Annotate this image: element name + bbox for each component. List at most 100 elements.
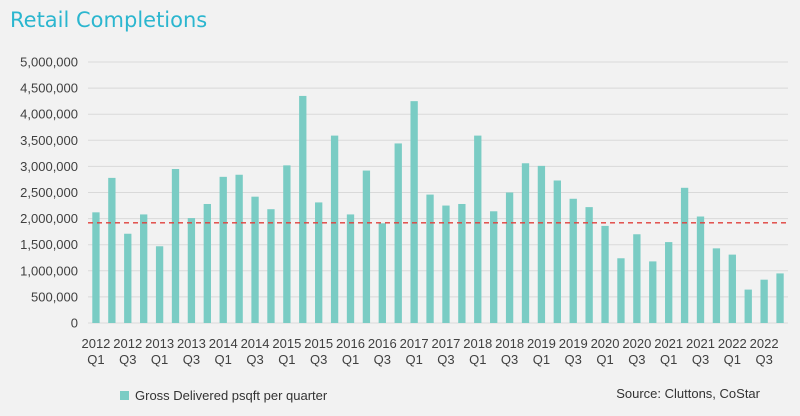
bar — [346, 214, 355, 323]
x-tick-year: 2021 — [654, 336, 683, 351]
bar — [299, 95, 307, 324]
x-tick-year: 2014 — [209, 336, 238, 351]
x-tick-year: 2014 — [241, 336, 270, 351]
x-tick-year: 2016 — [368, 336, 397, 351]
bar — [267, 209, 275, 323]
x-tick-year: 2015 — [272, 336, 301, 351]
y-axis-ticks: 0 500,000 1,000,000 1,500,000 2,000,000 2,500… — [20, 55, 78, 331]
bar — [155, 246, 164, 323]
legend-swatch — [120, 391, 129, 400]
bar — [776, 273, 784, 323]
bar — [553, 180, 561, 323]
x-tick-quarter: Q3 — [437, 352, 454, 367]
bar — [283, 165, 291, 323]
x-tick-year: 2018 — [463, 336, 492, 351]
y-tick-label: 500,000 — [31, 289, 78, 304]
bar — [585, 207, 593, 323]
bar — [537, 165, 546, 323]
bar — [569, 198, 577, 323]
bar — [696, 216, 705, 323]
bars — [92, 95, 784, 324]
x-tick-quarter: Q3 — [501, 352, 518, 367]
x-tick-year: 2015 — [304, 336, 333, 351]
x-tick-year: 2018 — [495, 336, 524, 351]
bar — [394, 143, 402, 323]
bar — [187, 218, 196, 323]
x-tick-quarter: Q1 — [596, 352, 613, 367]
source-note: Source: Cluttons, CoStar — [616, 386, 760, 401]
x-tick-quarter: Q3 — [628, 352, 645, 367]
bar — [362, 170, 371, 323]
bar — [251, 196, 259, 323]
x-tick-quarter: Q1 — [215, 352, 232, 367]
x-tick-quarter: Q1 — [660, 352, 677, 367]
y-tick-label: 3,500,000 — [20, 133, 78, 148]
bar — [505, 192, 514, 323]
x-tick-year: 2012 — [113, 336, 142, 351]
bar — [410, 101, 418, 324]
x-tick-quarter: Q1 — [278, 352, 295, 367]
bar — [521, 163, 530, 323]
x-tick-quarter: Q3 — [565, 352, 582, 367]
legend-label: Gross Delivered psqft per quarter — [135, 388, 328, 403]
bar — [665, 242, 673, 323]
x-tick-quarter: Q3 — [246, 352, 263, 367]
x-tick-quarter: Q1 — [533, 352, 550, 367]
x-tick-quarter: Q3 — [755, 352, 772, 367]
bar — [203, 203, 211, 323]
x-tick-year: 2013 — [145, 336, 174, 351]
y-tick-label: 1,000,000 — [20, 263, 78, 278]
y-tick-label: 4,000,000 — [20, 107, 78, 122]
bar — [140, 214, 148, 323]
x-tick-year: 2021 — [686, 336, 715, 351]
x-tick-quarter: Q1 — [405, 352, 422, 367]
x-tick-year: 2012 — [81, 336, 110, 351]
x-tick-year: 2022 — [718, 336, 747, 351]
y-tick-label: 4,500,000 — [20, 81, 78, 96]
bar — [124, 233, 132, 323]
x-tick-quarter: Q3 — [692, 352, 709, 367]
x-tick-year: 2016 — [336, 336, 365, 351]
x-tick-year: 2022 — [750, 336, 779, 351]
bar — [315, 202, 323, 323]
bar — [474, 135, 482, 323]
bar — [378, 223, 386, 323]
bar — [760, 279, 768, 323]
bar — [458, 203, 466, 323]
y-tick-label: 2,500,000 — [20, 185, 78, 200]
bar — [601, 225, 609, 323]
y-tick-label: 2,000,000 — [20, 211, 78, 226]
y-tick-label: 3,000,000 — [20, 159, 78, 174]
bar — [617, 258, 625, 323]
x-tick-year: 2017 — [400, 336, 429, 351]
bar — [490, 211, 498, 323]
bar — [108, 177, 116, 323]
y-tick-label: 5,000,000 — [20, 55, 78, 70]
x-tick-quarter: Q1 — [87, 352, 104, 367]
x-tick-quarter: Q1 — [724, 352, 741, 367]
bar — [680, 187, 689, 323]
bar — [442, 205, 450, 323]
x-tick-year: 2020 — [591, 336, 620, 351]
bar — [235, 174, 243, 323]
bar — [633, 234, 641, 323]
x-tick-quarter: Q1 — [469, 352, 486, 367]
x-tick-quarter: Q3 — [119, 352, 136, 367]
y-tick-label: 0 — [71, 316, 78, 331]
bar — [171, 169, 180, 323]
x-tick-quarter: Q1 — [151, 352, 168, 367]
bar — [744, 289, 752, 323]
x-tick-year: 2019 — [527, 336, 556, 351]
x-tick-year: 2017 — [431, 336, 460, 351]
chart-title: Retail Completions — [10, 8, 208, 32]
bar — [712, 248, 721, 323]
legend: Gross Delivered psqft per quarter — [120, 388, 327, 403]
bar — [330, 135, 339, 323]
x-tick-year: 2013 — [177, 336, 206, 351]
bar — [426, 194, 434, 323]
x-tick-quarter: Q3 — [183, 352, 200, 367]
y-tick-label: 1,500,000 — [20, 237, 78, 252]
x-tick-year: 2019 — [559, 336, 588, 351]
